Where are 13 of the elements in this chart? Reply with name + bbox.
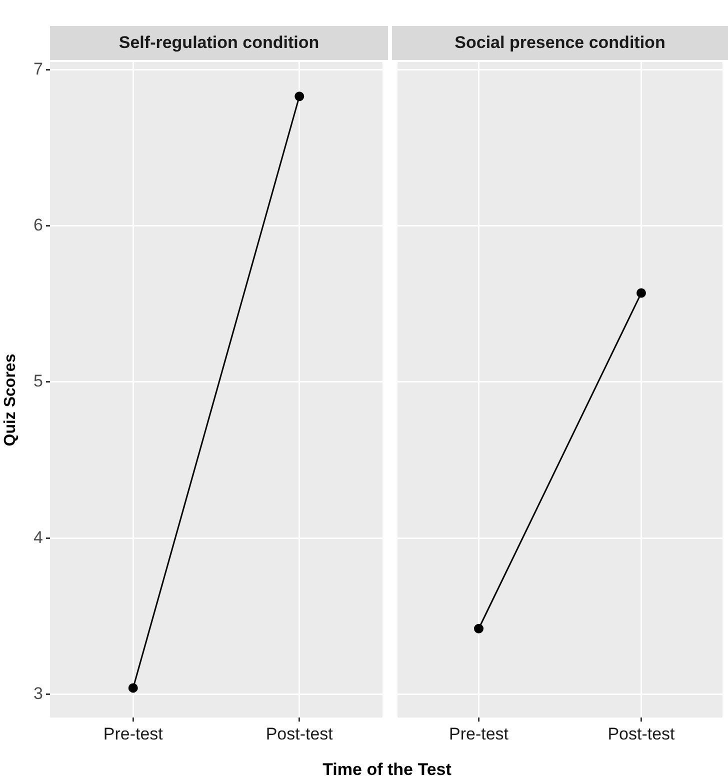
x-tick-label: Post-test [608, 724, 676, 744]
y-axis-title: Quiz Scores [2, 354, 20, 446]
y-tick-label: 7 [34, 59, 43, 78]
chart-title: Social presence condition [392, 26, 728, 60]
y-tick-label: 4 [34, 528, 43, 547]
y-tick-label: 3 [34, 684, 43, 703]
y-tick-label: 6 [34, 216, 43, 235]
x-tick-label: Pre-test [448, 724, 509, 744]
x-tick-label: Pre-test [103, 724, 164, 744]
y-tick-label: 5 [34, 372, 43, 391]
chart-title: Self-regulation condition [50, 26, 388, 60]
x-axis-title: Time of the Test [322, 760, 452, 780]
x-tick-label: Post-test [266, 724, 334, 744]
